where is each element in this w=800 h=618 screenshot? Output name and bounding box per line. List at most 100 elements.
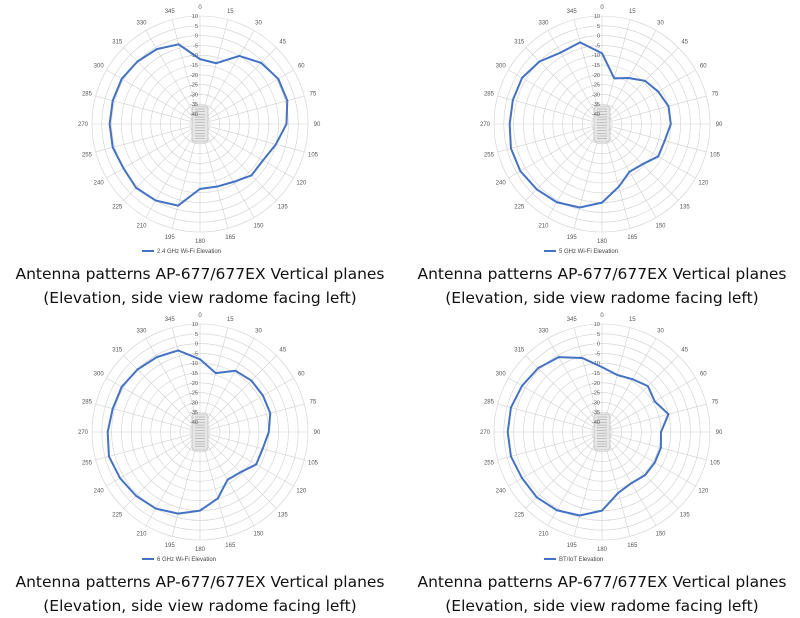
- angle-tick-label: 300: [496, 372, 507, 378]
- angle-tick-label: 30: [255, 21, 262, 27]
- angle-tick-label: 315: [112, 347, 123, 353]
- angle-tick-label: 195: [165, 235, 176, 241]
- angle-tick-label: 150: [655, 531, 666, 537]
- data-point: [119, 477, 121, 480]
- r-tick-label: 5: [597, 332, 600, 338]
- angle-tick-label: 255: [484, 460, 495, 466]
- grid-ring: [150, 382, 250, 482]
- angle-tick-label: 225: [514, 205, 525, 211]
- polar-chart-bt-iot: 1050-5-10-15-20-25-30-35-400153045607590…: [480, 313, 723, 563]
- angle-tick-label: 150: [655, 223, 666, 229]
- angle-tick-label: 105: [308, 460, 319, 466]
- angle-tick-label: 225: [112, 205, 123, 211]
- grid-ring: [552, 382, 652, 482]
- data-point: [521, 384, 523, 387]
- angle-tick-label: 255: [82, 460, 93, 466]
- angle-tick-label: 330: [136, 21, 147, 27]
- data-point: [255, 463, 258, 466]
- data-point: [154, 199, 157, 202]
- angle-tick-label: 165: [627, 235, 638, 241]
- grid-ring: [121, 45, 279, 203]
- angle-tick-label: 210: [538, 223, 549, 229]
- grid-ring: [111, 343, 289, 521]
- angle-tick-label: 15: [629, 317, 636, 323]
- data-point: [262, 159, 264, 162]
- angle-tick-label: 240: [496, 489, 507, 495]
- chart-panel-6ghz: 10 5 0 -5 -10 -15 -20 -25 -30 -35 -40 0 15 30 45 60 75 90…: [0, 308, 400, 615]
- data-point: [657, 155, 660, 158]
- angle-tick-label: 225: [112, 513, 123, 519]
- data-point: [269, 412, 272, 415]
- r-tick-label: -10: [592, 53, 600, 59]
- legend-label: 5 GHz Wi-Fi Elevation: [559, 249, 618, 255]
- r-tick-label: -15: [592, 371, 600, 377]
- data-point: [108, 455, 110, 458]
- data-point: [630, 482, 633, 484]
- data-point: [535, 496, 538, 499]
- angle-tick-label: 315: [514, 347, 525, 353]
- data-point: [199, 187, 201, 190]
- angle-tick-label: 60: [700, 372, 707, 378]
- angle-tick-label: 225: [514, 513, 525, 519]
- chart-legend: 5 GHz Wi-Fi Elevation: [544, 249, 618, 255]
- data-point: [578, 514, 581, 517]
- data-point: [120, 385, 123, 388]
- legend-label: 6 GHz Wi-Fi Elevation: [157, 557, 216, 563]
- angle-tick-label: 90: [314, 430, 321, 436]
- data-point: [521, 76, 523, 79]
- data-point: [506, 431, 509, 433]
- data-point: [521, 477, 523, 480]
- data-point: [285, 123, 288, 125]
- grid-ring: [160, 84, 240, 164]
- chart-panel-2-4ghz: 10 5 0 -5 -10 -15 -20 -25 -30 -35 -40 0 15 30 45 60 75 90…: [0, 0, 400, 307]
- angle-tick-label: 180: [195, 547, 206, 553]
- data-point: [653, 400, 656, 403]
- data-point: [136, 60, 139, 63]
- angle-tick-label: 15: [629, 9, 636, 15]
- angle-tick-label: 165: [225, 543, 236, 549]
- data-point: [122, 167, 125, 170]
- data-point: [177, 349, 180, 352]
- legend-label: BT/IoT Elevation: [559, 557, 603, 563]
- access-point-device-icon: [191, 413, 209, 451]
- data-point: [239, 471, 242, 474]
- r-tick-label: -20: [592, 73, 600, 79]
- angle-tick-label: 135: [278, 205, 289, 211]
- data-point: [508, 123, 511, 125]
- angle-tick-label: 330: [136, 329, 147, 335]
- angle-tick-label: 105: [710, 460, 721, 466]
- access-point-device-icon: [593, 105, 611, 143]
- angle-tick-label: 210: [136, 531, 147, 537]
- angle-tick-label: 270: [480, 430, 491, 436]
- grid-ring: [111, 35, 289, 213]
- data-point: [601, 52, 603, 55]
- angle-tick-label: 240: [496, 181, 507, 187]
- chart-caption: Antenna patterns AP-677/677EX Vertical p…: [0, 262, 400, 310]
- r-tick-label: -15: [592, 63, 600, 69]
- data-point: [581, 357, 584, 359]
- data-point: [511, 99, 514, 102]
- data-point: [644, 474, 647, 477]
- polar-chart-5ghz: 1050-5-10-15-20-25-30-35-400153045607590…: [480, 5, 723, 255]
- chart-legend: 6 GHz Wi-Fi Elevation: [142, 557, 216, 563]
- data-point: [653, 461, 656, 464]
- data-point: [617, 185, 620, 188]
- r-tick-label: 0: [597, 34, 600, 40]
- angle-tick-label: 300: [496, 64, 507, 70]
- angle-tick-label: 105: [710, 152, 721, 158]
- angle-tick-label: 210: [136, 223, 147, 229]
- data-point: [538, 60, 541, 63]
- angle-tick-label: 30: [255, 329, 262, 335]
- r-tick-label: 0: [195, 34, 198, 40]
- angle-tick-label: 345: [165, 9, 176, 15]
- r-tick-label: -35: [592, 410, 600, 416]
- data-point: [136, 368, 139, 371]
- angle-tick-label: 240: [94, 181, 105, 187]
- angle-tick-label: 60: [298, 372, 305, 378]
- data-point: [644, 79, 647, 82]
- angle-tick-label: 60: [298, 64, 305, 70]
- r-tick-label: -5: [193, 43, 198, 49]
- data-point: [216, 497, 219, 500]
- data-point: [111, 146, 114, 149]
- caption-line-2: (Elevation, side view radome facing left…: [43, 597, 357, 615]
